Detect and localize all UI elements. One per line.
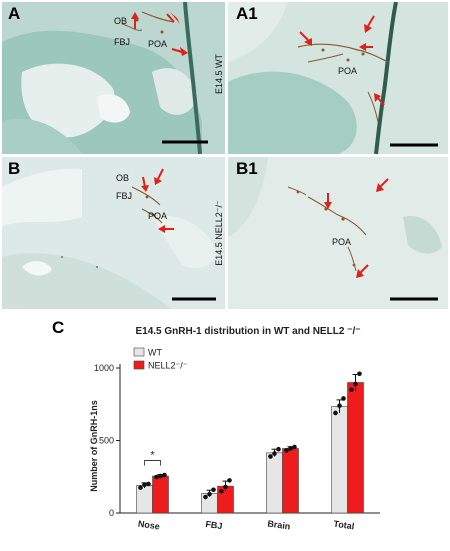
significance-star: * [150, 450, 155, 462]
panel-a1-poa-label: POA [338, 66, 357, 76]
data-point [154, 474, 159, 480]
panel-b-condition-label: E14.5 NELL2⁻/⁻ [214, 200, 224, 266]
legend-swatch-NELL2 [133, 360, 145, 370]
y-tick-label: 500 [99, 436, 114, 446]
panel-b1-poa-label: POA [332, 237, 351, 247]
panel-a1-image: POA [228, 2, 448, 154]
bar-NELL2-nose [152, 475, 169, 514]
panel-b1-micrograph: POA B1 [228, 157, 448, 309]
data-point [211, 487, 216, 493]
data-point [158, 473, 163, 479]
panel-a-label: A [8, 4, 21, 23]
panel-c-bar-chart: E14.5 GnRH-1 distribution in WT and NELL… [89, 326, 380, 532]
y-tick-label: 0 [109, 508, 114, 518]
x-tick-label: Total [333, 519, 355, 532]
legend-label: WT [148, 348, 162, 358]
data-point [284, 448, 289, 453]
data-point [357, 371, 362, 377]
data-point [207, 491, 212, 497]
data-point [268, 454, 273, 459]
panel-b-fbj-label: FBJ [116, 191, 132, 201]
data-point [276, 446, 281, 452]
data-point [138, 485, 143, 490]
data-point [162, 472, 167, 478]
data-point [223, 484, 228, 490]
x-tick-label: FBJ [205, 519, 223, 531]
chart-title: E14.5 GnRH-1 distribution in WT and NELL… [135, 326, 360, 337]
data-point [146, 481, 151, 487]
data-point [142, 482, 147, 488]
data-point [349, 387, 354, 393]
data-point [353, 381, 358, 387]
data-point [272, 451, 277, 456]
data-point [292, 444, 297, 450]
x-tick-label: Nose [137, 519, 160, 532]
data-point [337, 403, 342, 408]
data-point [219, 488, 224, 494]
significance-bracket [144, 460, 161, 466]
panel-b-micrograph: OB FBJ POA E14.5 NELL2⁻/⁻ B [2, 157, 225, 309]
panel-b1-label: B1 [236, 159, 258, 178]
bar-WT-total [331, 406, 348, 514]
panel-a1-micrograph: POA A1 [228, 2, 448, 154]
bar-NELL2-brain [282, 448, 299, 514]
y-tick-label: 1000 [94, 363, 114, 373]
panel-a-condition-label: E14.5 WT [214, 53, 224, 94]
panel-a1-label: A1 [236, 4, 258, 23]
data-point [203, 494, 208, 500]
bar-NELL2-total [347, 382, 364, 514]
panel-b1-image: POA [228, 157, 448, 309]
data-point [227, 478, 232, 483]
bar-WT-brain [266, 452, 283, 514]
panel-a-poa-label: POA [148, 39, 167, 49]
panel-a-image: OB FBJ POA E14.5 WT [2, 2, 225, 154]
panel-b-image: OB FBJ POA E14.5 NELL2⁻/⁻ [2, 157, 225, 309]
chart-y-axis-label: Number of GnRH-1ns [89, 400, 99, 492]
panel-b-poa-label: POA [148, 211, 167, 221]
data-point [288, 446, 293, 451]
panel-c-label: C [52, 318, 65, 337]
legend-label: NELL2⁻/⁻ [148, 361, 188, 371]
x-tick-label: Brain [267, 518, 291, 531]
panel-b-ob-label: OB [116, 173, 129, 183]
bar-WT-nose [136, 485, 153, 514]
legend-swatch-WT [133, 347, 145, 357]
panel-a-micrograph: OB FBJ POA E14.5 WT A [2, 2, 225, 154]
data-point [333, 410, 338, 416]
data-point [341, 396, 346, 401]
panel-b-label: B [8, 159, 21, 178]
panel-a-ob-label: OB [114, 16, 127, 26]
panel-a-fbj-label: FBJ [114, 37, 130, 47]
